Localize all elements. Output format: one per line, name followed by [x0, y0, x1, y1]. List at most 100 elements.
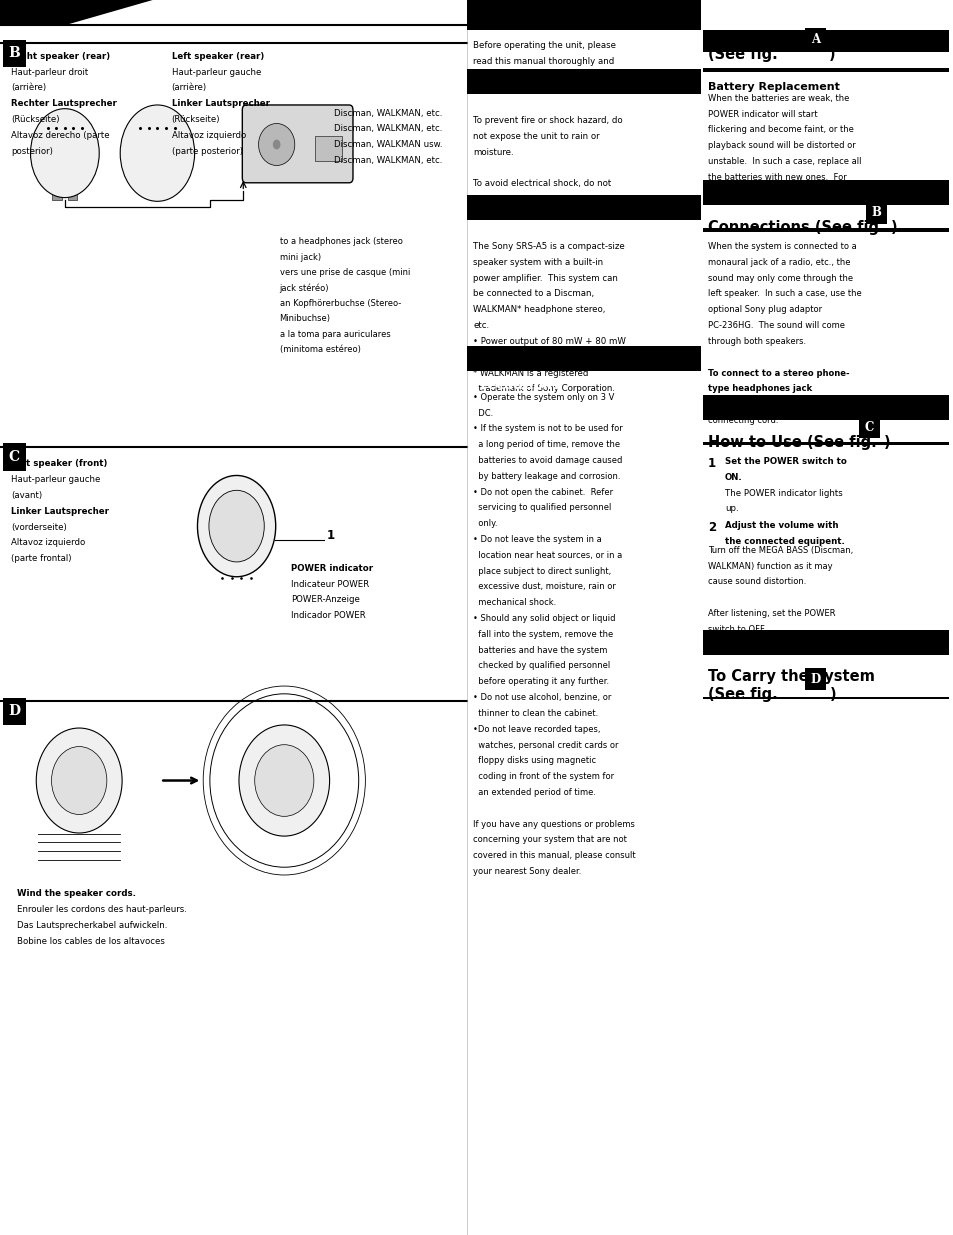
Text: jack stéréo): jack stéréo)	[279, 283, 329, 293]
Text: C: C	[863, 421, 873, 433]
Text: by battery leakage and corrosion.: by battery leakage and corrosion.	[473, 472, 620, 480]
Text: mechanical shock.: mechanical shock.	[473, 598, 556, 608]
Text: Bobine los cables de los altavoces: Bobine los cables de los altavoces	[17, 936, 165, 946]
Bar	[804, 28, 825, 51]
Text: (minitoma estéreo): (minitoma estéreo)	[279, 346, 360, 354]
Text: D: D	[9, 704, 20, 719]
Text: to a headphones jack (stereo: to a headphones jack (stereo	[279, 237, 402, 246]
Bar	[467, 69, 700, 94]
Text: Before operating the unit, please: Before operating the unit, please	[473, 41, 616, 49]
Ellipse shape	[197, 475, 275, 577]
Text: POWER-Anzeige: POWER-Anzeige	[291, 595, 359, 604]
Text: playback sound will be distorted or: playback sound will be distorted or	[707, 141, 855, 151]
Text: Indicateur POWER: Indicateur POWER	[291, 579, 369, 589]
Text: When the batteries are weak, the: When the batteries are weak, the	[707, 94, 848, 103]
Text: only.: only.	[473, 519, 497, 529]
Ellipse shape	[120, 105, 194, 201]
Text: speaker system with a built-in: speaker system with a built-in	[473, 258, 602, 267]
Text: Wind the speaker cords.: Wind the speaker cords.	[17, 889, 136, 898]
Text: Adjust the volume with: Adjust the volume with	[724, 521, 838, 530]
Polygon shape	[0, 0, 152, 25]
Text: English: English	[475, 10, 517, 20]
Text: POWER indicator will start: POWER indicator will start	[707, 110, 817, 119]
Text: Discman, WALKMAN, etc.: Discman, WALKMAN, etc.	[334, 156, 442, 165]
Text: a la toma para auriculares: a la toma para auriculares	[279, 330, 390, 338]
Text: a long period of time, remove the: a long period of time, remove the	[473, 440, 619, 450]
Text: servicing to qualified personnel: servicing to qualified personnel	[473, 504, 611, 513]
Ellipse shape	[238, 725, 330, 836]
Text: Altavoz izquierdo: Altavoz izquierdo	[172, 131, 246, 140]
Text: location near heat sources, or in a: location near heat sources, or in a	[473, 551, 621, 559]
Text: Connections (See fig.: Connections (See fig.	[707, 220, 889, 235]
Text: trademark of Sony Corporation.: trademark of Sony Corporation.	[473, 384, 615, 393]
Text: • Do not open the cabinet.  Refer: • Do not open the cabinet. Refer	[473, 488, 613, 496]
Text: moisture.: moisture.	[473, 148, 514, 157]
Text: ): )	[882, 435, 889, 450]
Text: cause sound distortion.: cause sound distortion.	[707, 578, 805, 587]
Bar	[702, 395, 948, 420]
Text: (arrière): (arrière)	[172, 84, 207, 93]
Ellipse shape	[254, 745, 314, 816]
Text: ): )	[828, 47, 835, 62]
Text: Enrouler les cordons des haut-parleurs.: Enrouler les cordons des haut-parleurs.	[17, 905, 187, 914]
Text: How to Use (See fig.: How to Use (See fig.	[707, 435, 881, 450]
Text: Rechter Lautsprecher: Rechter Lautsprecher	[11, 99, 117, 109]
Text: Haut-parleur gauche: Haut-parleur gauche	[172, 68, 261, 77]
Text: optional Sony plug adaptor: optional Sony plug adaptor	[707, 305, 821, 314]
Text: Left speaker (rear): Left speaker (rear)	[172, 52, 264, 61]
Text: Features: Features	[472, 228, 537, 242]
Bar	[702, 442, 948, 445]
Text: 2: 2	[707, 521, 716, 535]
Ellipse shape	[30, 109, 99, 198]
Text: Right speaker (rear): Right speaker (rear)	[11, 52, 111, 61]
Text: Linker Lautsprecher: Linker Lautsprecher	[172, 99, 270, 109]
Bar	[52, 190, 62, 200]
Text: Battery installation: Battery installation	[707, 30, 868, 44]
Text: Battery Replacement: Battery Replacement	[707, 82, 839, 91]
Text: place subject to direct sunlight,: place subject to direct sunlight,	[473, 567, 611, 576]
Text: DC.: DC.	[473, 409, 493, 417]
Text: the connected equipent.: the connected equipent.	[724, 537, 844, 546]
Text: concerning your system that are not: concerning your system that are not	[473, 835, 626, 845]
Text: POWER indicator: POWER indicator	[291, 564, 373, 573]
Text: Set the POWER switch to: Set the POWER switch to	[724, 457, 846, 466]
Text: checked by qualified personnel: checked by qualified personnel	[473, 662, 610, 671]
Bar	[702, 30, 948, 52]
Text: ON.: ON.	[724, 473, 742, 482]
Text: The POWER indicator lights: The POWER indicator lights	[724, 489, 841, 498]
Bar	[3, 698, 26, 725]
Text: Altavoz derecho (parte: Altavoz derecho (parte	[11, 131, 110, 140]
Bar	[467, 0, 700, 30]
Text: • Operate the system only on 3 V: • Operate the system only on 3 V	[473, 393, 614, 401]
Text: When the system is connected to a: When the system is connected to a	[707, 242, 856, 251]
Text: Discman, WALKMAN usw.: Discman, WALKMAN usw.	[334, 141, 442, 149]
Text: WARNING: WARNING	[472, 103, 544, 116]
Text: • Should any solid object or liquid: • Should any solid object or liquid	[473, 614, 615, 622]
Text: Haut-parleur droit: Haut-parleur droit	[11, 68, 89, 77]
Text: type headphones jack: type headphones jack	[707, 384, 811, 393]
Text: (Rückseite): (Rückseite)	[172, 115, 220, 124]
Text: fall into the system, remove the: fall into the system, remove the	[473, 630, 613, 638]
Text: •Do not leave recorded tapes,: •Do not leave recorded tapes,	[473, 725, 600, 734]
Text: your nearest Sony dealer.: your nearest Sony dealer.	[473, 867, 581, 876]
Text: watches, personal credit cards or: watches, personal credit cards or	[473, 741, 618, 750]
Text: WALKMAN* headphone stereo,: WALKMAN* headphone stereo,	[473, 305, 605, 314]
Bar	[314, 136, 341, 161]
Text: Haut-parleur gauche: Haut-parleur gauche	[11, 475, 101, 484]
Bar	[865, 201, 886, 224]
Text: an extended period of time.: an extended period of time.	[473, 788, 596, 797]
Text: flickering and become faint, or the: flickering and become faint, or the	[707, 126, 853, 135]
Text: qualified personnel only.: qualified personnel only.	[473, 211, 578, 220]
Text: 1: 1	[707, 457, 716, 471]
Ellipse shape	[36, 727, 122, 832]
Text: (avant): (avant)	[11, 492, 43, 500]
Text: After listening, set the POWER: After listening, set the POWER	[707, 609, 835, 618]
Text: posterior): posterior)	[11, 147, 53, 156]
Text: Indicador POWER: Indicador POWER	[291, 611, 365, 620]
Text: (See fig.: (See fig.	[707, 47, 781, 62]
Text: left speaker.  In such a case, use the: left speaker. In such a case, use the	[707, 289, 861, 299]
Bar	[467, 346, 700, 370]
Ellipse shape	[209, 490, 264, 562]
Text: (See fig.: (See fig.	[707, 687, 781, 701]
Text: WALKMAN) function as it may: WALKMAN) function as it may	[707, 562, 832, 571]
